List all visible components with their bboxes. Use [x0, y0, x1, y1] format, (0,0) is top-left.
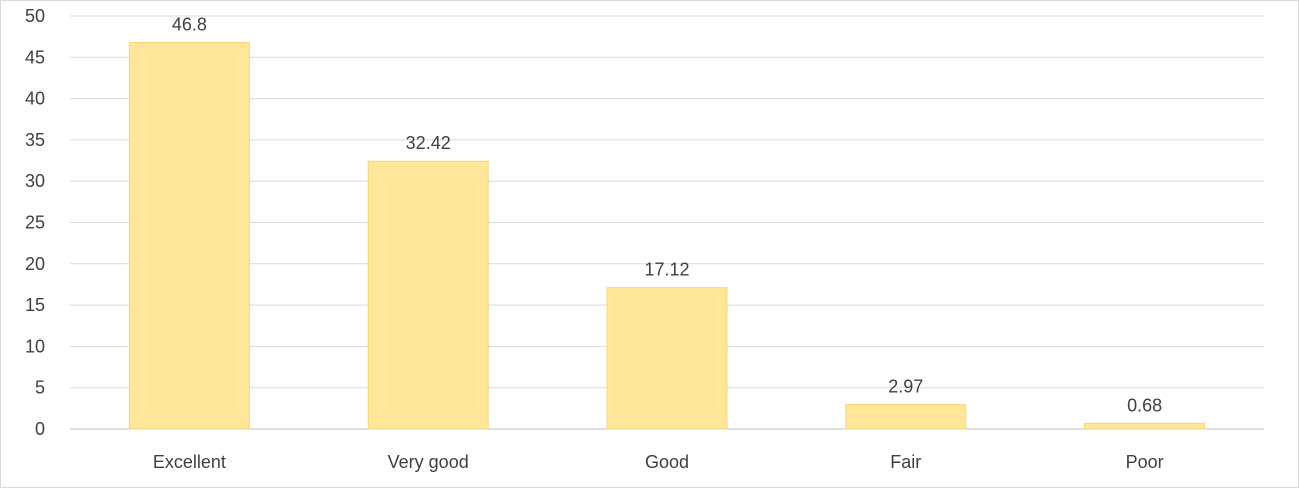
- y-tick-label: 0: [35, 419, 45, 439]
- x-tick-label: Excellent: [153, 452, 226, 472]
- y-tick-label: 35: [25, 130, 45, 150]
- bar-fair: [845, 403, 967, 430]
- data-label: 0.68: [1127, 395, 1162, 415]
- x-tick-label: Fair: [890, 452, 921, 472]
- bars: [128, 41, 1206, 430]
- y-tick-label: 45: [25, 47, 45, 67]
- bar-good: [606, 287, 728, 430]
- x-axis-ticks: Excellent Very good Good Fair Poor: [153, 452, 1164, 472]
- y-tick-label: 10: [25, 336, 45, 356]
- data-label: 2.97: [888, 376, 923, 396]
- data-label: 32.42: [406, 133, 451, 153]
- y-tick-label: 40: [25, 89, 45, 109]
- bar-excellent: [128, 41, 250, 430]
- gridlines: [70, 15, 1264, 430]
- bar-very-good: [367, 160, 489, 430]
- y-axis-ticks: 0 5 10 15 20 25 30 35 40 45 50: [25, 6, 45, 439]
- y-tick-label: 20: [25, 254, 45, 274]
- y-tick-label: 30: [25, 171, 45, 191]
- y-tick-label: 5: [35, 378, 45, 398]
- x-tick-label: Very good: [388, 452, 469, 472]
- y-tick-label: 15: [25, 295, 45, 315]
- y-tick-label: 25: [25, 213, 45, 233]
- data-labels: 46.8 32.42 17.12 2.97 0.68: [172, 14, 1162, 415]
- data-label: 17.12: [644, 260, 689, 280]
- x-tick-label: Good: [645, 452, 689, 472]
- x-tick-label: Poor: [1126, 452, 1164, 472]
- bar-poor: [1084, 422, 1206, 430]
- data-label: 46.8: [172, 14, 207, 34]
- y-tick-label: 50: [25, 6, 45, 26]
